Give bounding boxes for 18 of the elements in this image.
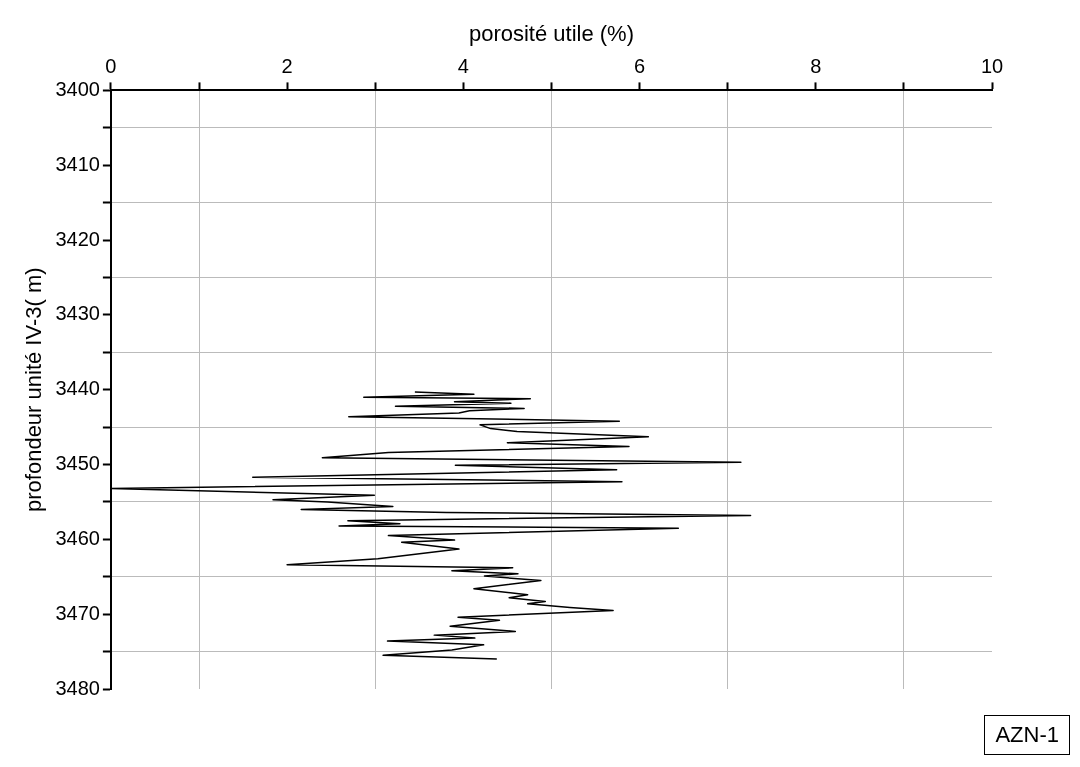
x-tick-label: 4	[457, 54, 469, 77]
y-tick-label: 3430	[55, 302, 100, 325]
x-axis-title: porosité utile (%)	[468, 21, 634, 47]
text: AZN-1	[984, 715, 1070, 755]
y-tick-label: 3480	[55, 676, 100, 699]
y-tick-label: 3440	[55, 377, 100, 400]
y-tick-label: 3450	[55, 452, 100, 475]
y-tick-label: 3400	[55, 77, 100, 100]
x-tick-label: 6	[633, 54, 646, 77]
y-tick-label: 3420	[55, 227, 100, 250]
x-tick-label: 0	[105, 54, 117, 77]
x-tick-label: 10	[980, 54, 1004, 77]
x-tick-label: 8	[810, 54, 822, 77]
x-tick-label: 2	[281, 54, 293, 77]
y-tick-label: 3410	[55, 152, 100, 175]
y-tick-label: 3470	[55, 601, 100, 624]
y-tick-label: 3460	[55, 526, 100, 549]
y-axis-title: profondeur unité IV-3( m)	[21, 267, 47, 512]
